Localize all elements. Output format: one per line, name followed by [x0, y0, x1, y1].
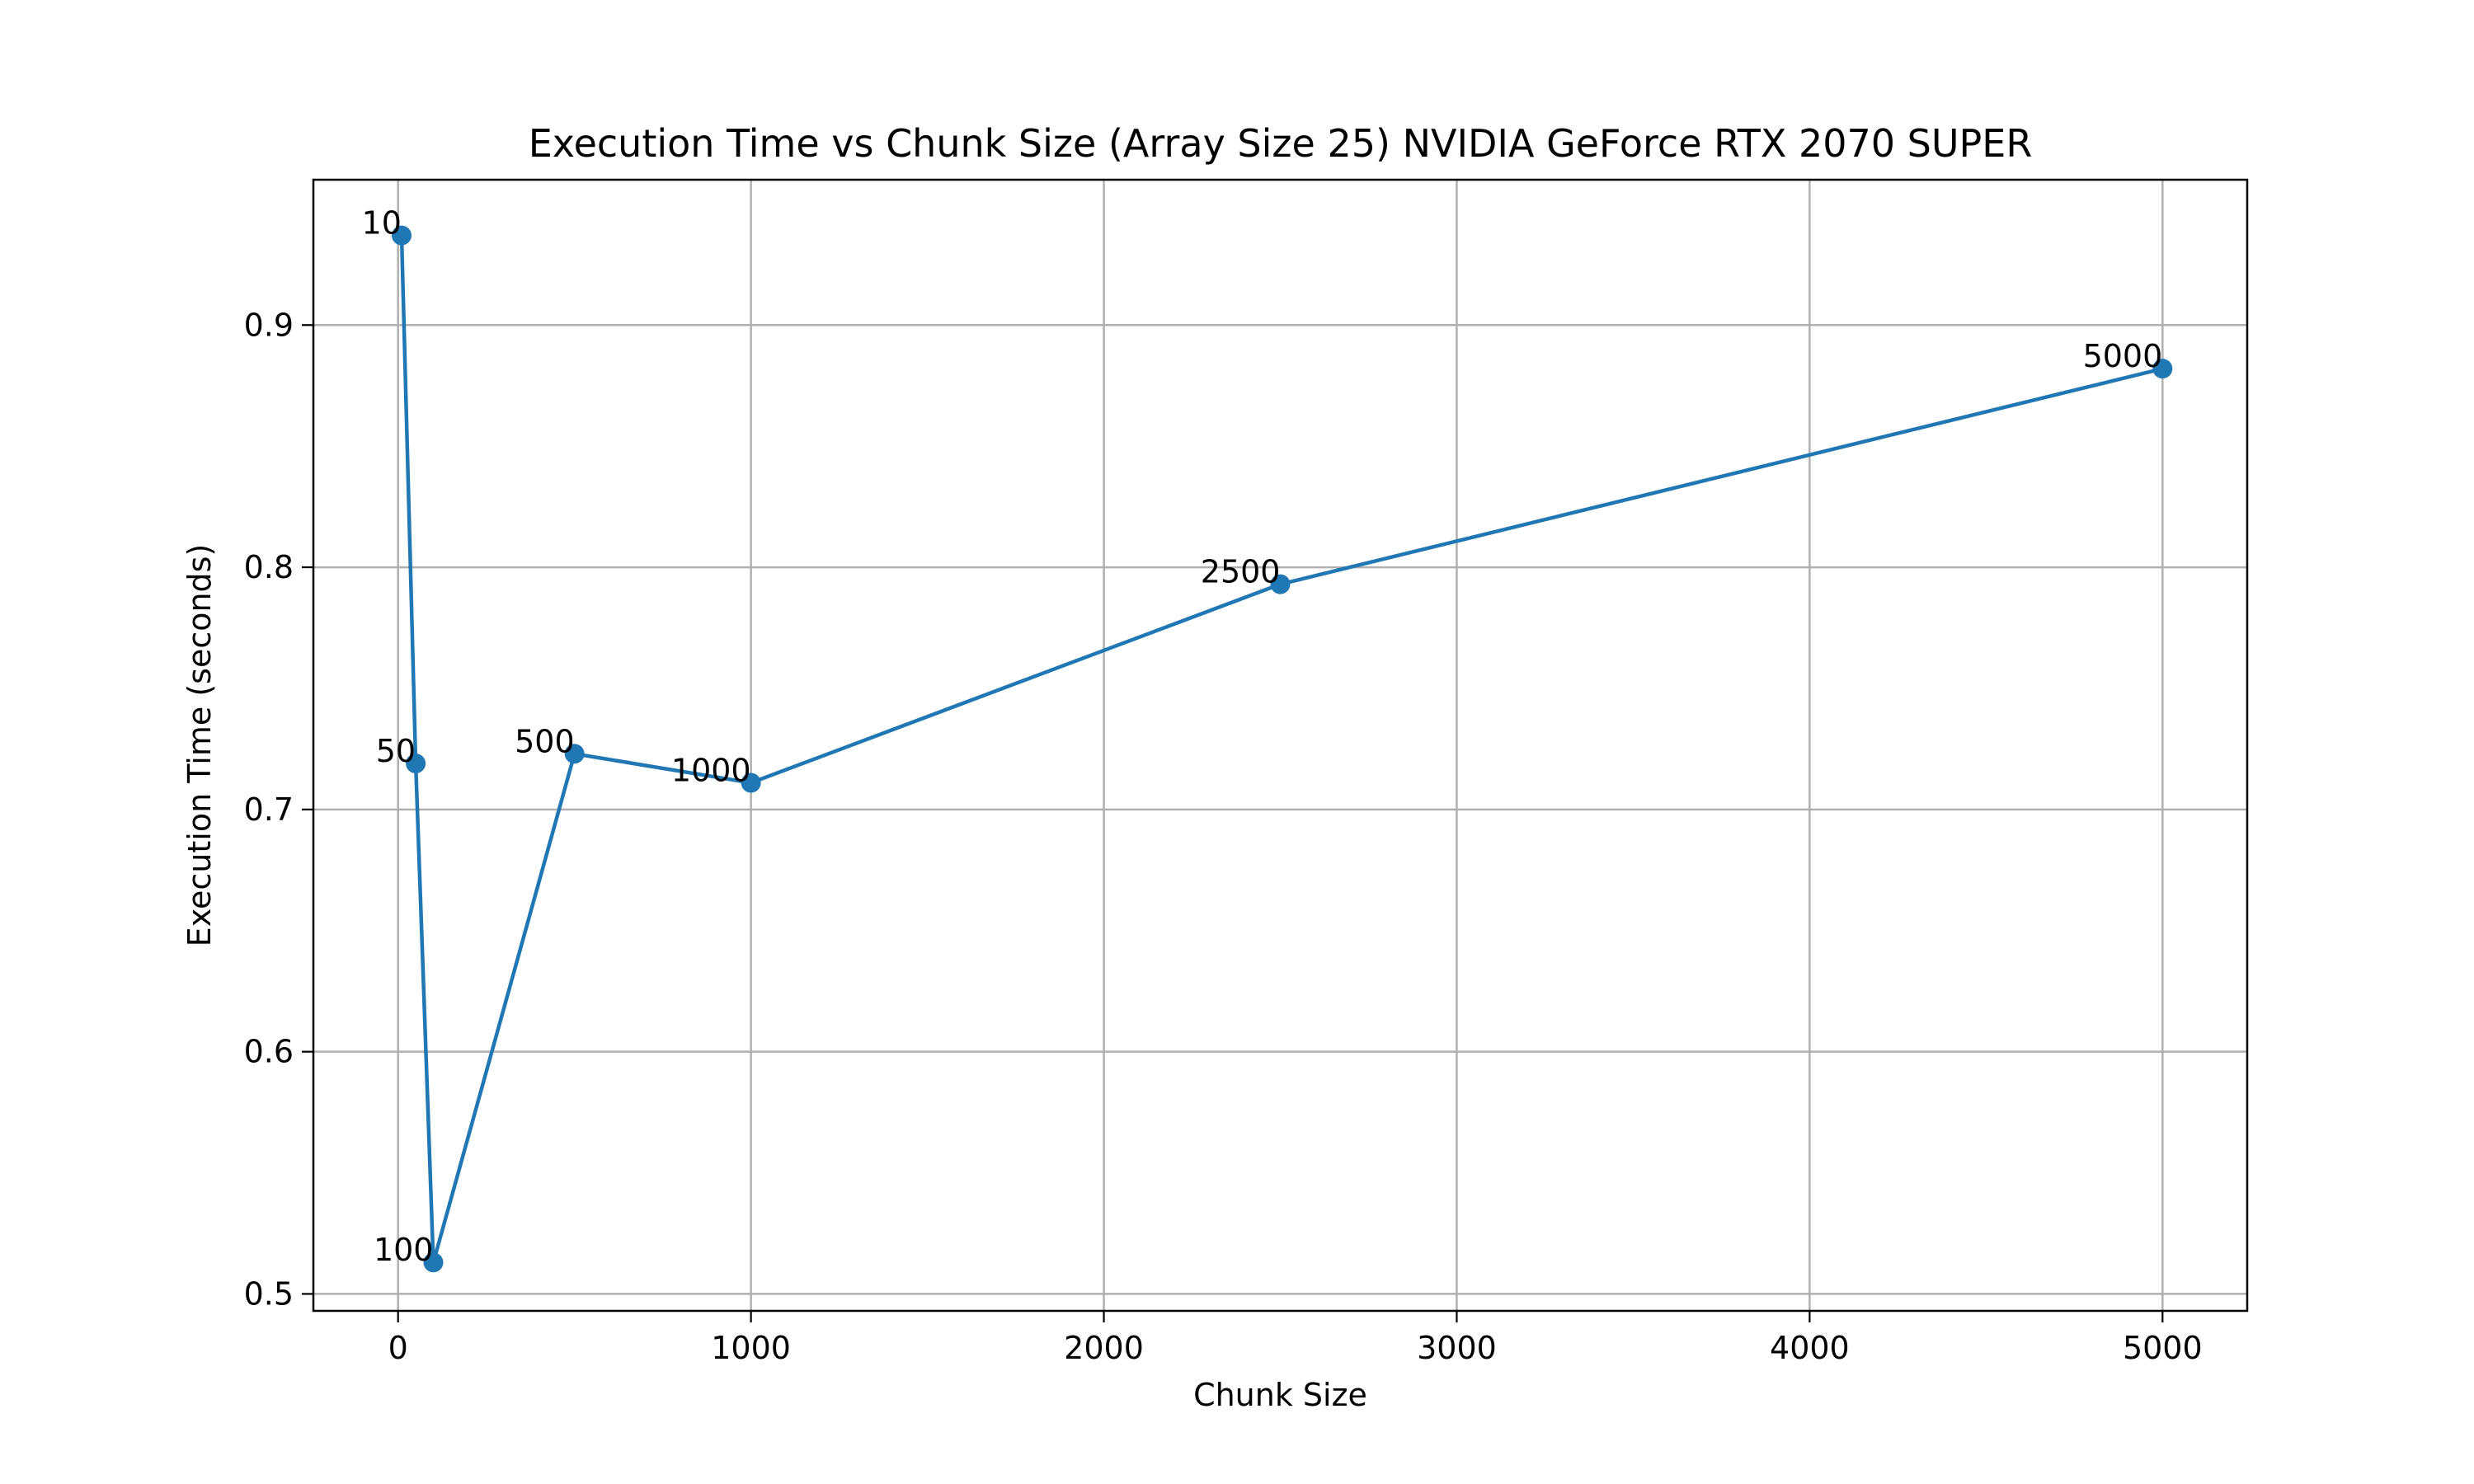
x-axis-label: Chunk Size	[1193, 1377, 1367, 1413]
data-point-label: 50	[376, 733, 416, 769]
data-point-label: 1000	[671, 753, 751, 789]
data-point-label: 2500	[1201, 554, 1281, 590]
data-point	[423, 1252, 444, 1273]
y-tick-label: 0.7	[244, 791, 294, 828]
x-tick-label: 4000	[1770, 1330, 1850, 1366]
x-tick-label: 2000	[1064, 1330, 1144, 1366]
plot-frame	[312, 178, 2249, 1313]
data-point-label: 100	[374, 1232, 434, 1268]
y-tick-label: 0.9	[244, 307, 294, 343]
data-point	[564, 744, 585, 764]
y-tick-label: 0.5	[244, 1275, 294, 1312]
x-tick-label: 3000	[1417, 1330, 1497, 1366]
y-axis-label: Execution Time (seconds)	[181, 544, 218, 947]
y-tick-label: 0.8	[244, 549, 294, 585]
data-point-label: 10	[362, 205, 402, 242]
data-point	[391, 225, 412, 246]
x-tick-label: 0	[388, 1330, 408, 1366]
data-point	[1270, 574, 1291, 594]
grid	[313, 180, 2247, 1311]
chart-title: Execution Time vs Chunk Size (Array Size…	[529, 121, 2033, 166]
data-point	[406, 754, 426, 774]
point-labels: 10 50 100 500 1000 2500 5000	[362, 205, 2163, 1269]
series-layer	[391, 225, 2173, 1273]
data-point	[2152, 359, 2173, 379]
x-tick-label: 1000	[711, 1330, 791, 1366]
ticks: 0 1000 2000 3000 4000 5000 0.5 0.6 0.7 0.8 0.9	[244, 307, 2203, 1366]
data-point-label: 500	[515, 723, 575, 759]
data-point-label: 5000	[2083, 338, 2163, 374]
data-point	[741, 773, 761, 793]
x-tick-label: 5000	[2123, 1330, 2203, 1366]
y-tick-label: 0.6	[244, 1034, 294, 1070]
